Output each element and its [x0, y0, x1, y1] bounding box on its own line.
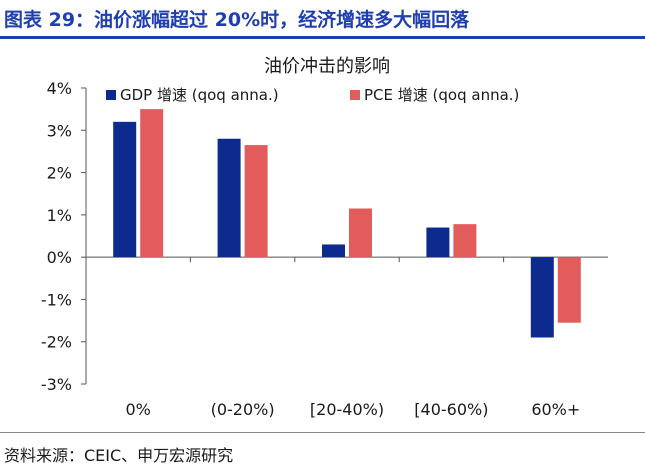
bar-gdp	[113, 121, 137, 258]
bar-chart: 油价冲击的影响 -3% -2% -1% 0% 1% 2% 3% 4% 0% (0-20%) [20-4…	[41, 56, 608, 419]
x-tick-label: 60%+	[531, 400, 580, 419]
x-tick-label: 0%	[126, 400, 151, 419]
bar-gdp	[217, 138, 241, 258]
header-divider	[0, 36, 645, 39]
legend-label: GDP 增速 (qoq anna.)	[120, 86, 279, 104]
bar-pce	[244, 145, 268, 258]
source-note: 资料来源：CEIC、申万宏源研究	[4, 446, 234, 465]
chart-title: 油价冲击的影响	[264, 56, 390, 77]
page-footer: 资料来源：CEIC、申万宏源研究	[0, 432, 645, 470]
bar-gdp	[530, 257, 554, 338]
y-tick-label: 0%	[47, 248, 72, 267]
footer-divider	[0, 432, 645, 433]
x-tick-label: [20-40%)	[310, 400, 384, 419]
bar-pce	[349, 208, 372, 258]
bar-gdp	[426, 227, 450, 258]
bar-pce	[557, 257, 581, 323]
y-tick-label: 3%	[47, 121, 72, 140]
bar-gdp	[322, 244, 345, 258]
y-tick-label: 2%	[47, 164, 72, 183]
y-tick-label: -3%	[41, 375, 72, 394]
y-tick-label: 1%	[47, 206, 72, 225]
figure-title: 图表 29：油价涨幅超过 20%时，经济增速多大幅回落	[4, 9, 470, 31]
x-tick-label: (0-20%)	[211, 400, 275, 419]
legend-swatch	[106, 90, 116, 100]
legend-swatch	[350, 90, 360, 100]
legend-label: PCE 增速 (qoq anna.)	[364, 86, 519, 104]
bar-pce	[140, 109, 164, 258]
y-tick-label: -2%	[41, 333, 72, 352]
x-tick-label: [40-60%)	[414, 400, 488, 419]
y-tick-label: -1%	[41, 290, 72, 309]
y-tick-label: 4%	[47, 79, 72, 98]
page-header: 图表 29：油价涨幅超过 20%时，经济增速多大幅回落	[0, 0, 645, 40]
bar-pce	[453, 224, 477, 258]
